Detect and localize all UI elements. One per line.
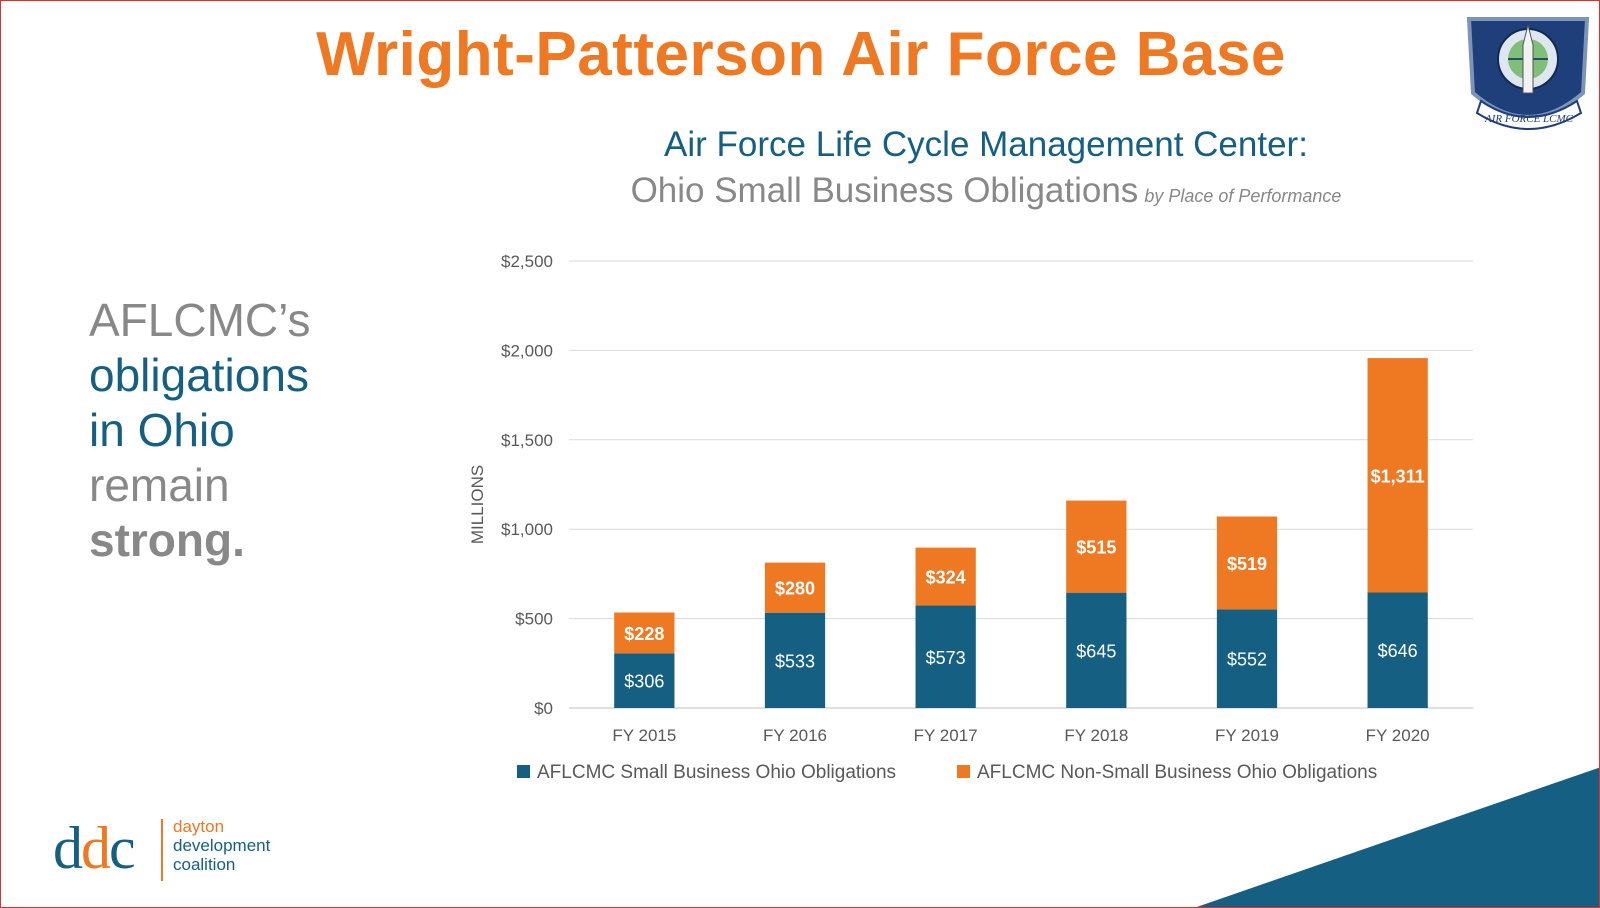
lead-line-2: obligations	[89, 349, 309, 401]
lead-statement: AFLCMC’s obligations in Ohio remain stro…	[89, 293, 311, 568]
data-label: $515	[1076, 538, 1116, 558]
ddc-logo-divider	[161, 819, 163, 881]
ddc-logo-words: dayton development coalition	[173, 817, 270, 874]
emblem-text: AIR FORCE LCMC	[1484, 113, 1574, 125]
lead-line-5: strong.	[89, 514, 245, 566]
bar-small-business	[1066, 592, 1127, 708]
bar-non-small-business	[614, 612, 675, 654]
data-label: $324	[926, 568, 966, 588]
x-tick-label: FY 2019	[1215, 726, 1279, 745]
data-label: $228	[624, 624, 664, 644]
y-tick-label: $1,000	[501, 520, 553, 539]
data-label: $1,311	[1371, 466, 1425, 486]
bar-small-business	[1216, 609, 1278, 708]
legend-swatch	[517, 765, 530, 778]
data-label: $280	[775, 579, 815, 599]
x-tick-label: FY 2017	[914, 726, 978, 745]
ddc-logo-word-2: development	[173, 836, 271, 855]
x-tick-label: FY 2015	[612, 726, 676, 745]
legend-label: AFLCMC Non-Small Business Ohio Obligatio…	[977, 762, 1377, 783]
ddc-logo-mark: ddc	[53, 815, 136, 881]
data-label: $306	[624, 672, 664, 692]
legend-label: AFLCMC Small Business Ohio Obligations	[537, 762, 896, 783]
ddc-logo-word-1: dayton	[173, 817, 225, 836]
bar-non-small-business	[764, 562, 826, 613]
bar-non-small-business	[1367, 358, 1428, 593]
data-label: $519	[1227, 554, 1267, 574]
air-force-lcmc-emblem: AIR FORCE LCMC	[1466, 17, 1590, 130]
bar-non-small-business	[915, 547, 976, 606]
slide-title: Wright-Patterson Air Force Base	[316, 20, 1286, 89]
bar-non-small-business	[1216, 516, 1278, 610]
data-label: $646	[1378, 641, 1418, 661]
data-label: $533	[775, 651, 815, 671]
data-label: $645	[1076, 641, 1116, 661]
chart-subtitle-text: Ohio Small Business Obligations	[630, 171, 1139, 210]
x-tick-label: FY 2018	[1064, 726, 1128, 745]
chart-subtitle-note: by Place of Performance	[1144, 186, 1342, 206]
bar-small-business	[614, 653, 675, 708]
bar-small-business	[764, 612, 826, 708]
bar-non-small-business	[1066, 500, 1127, 593]
chart-title: Air Force Life Cycle Management Center:	[664, 125, 1308, 164]
y-axis-label: MILLIONS	[468, 465, 487, 544]
y-tick-label: $1,500	[501, 431, 553, 450]
chart-subtitle: Ohio Small Business Obligations by Place …	[521, 171, 1451, 211]
bar-small-business	[915, 605, 976, 708]
y-tick-label: $500	[515, 610, 553, 629]
legend-swatch	[957, 765, 970, 778]
bar-small-business	[1367, 592, 1428, 708]
lead-line-1: AFLCMC’s	[89, 294, 311, 346]
ddc-logo-word-3: coalition	[173, 855, 236, 874]
lead-line-4: remain	[89, 459, 230, 511]
y-tick-label: $2,000	[501, 341, 553, 360]
x-tick-label: FY 2016	[763, 726, 827, 745]
x-tick-label: FY 2020	[1366, 726, 1430, 745]
lead-line-3: in Ohio	[89, 404, 235, 456]
data-label: $573	[926, 648, 966, 668]
y-tick-label: $0	[534, 699, 553, 718]
ddc-logo: ddc dayton development coalition	[53, 813, 313, 893]
y-tick-label: $2,500	[501, 252, 553, 271]
data-label: $552	[1227, 650, 1267, 670]
